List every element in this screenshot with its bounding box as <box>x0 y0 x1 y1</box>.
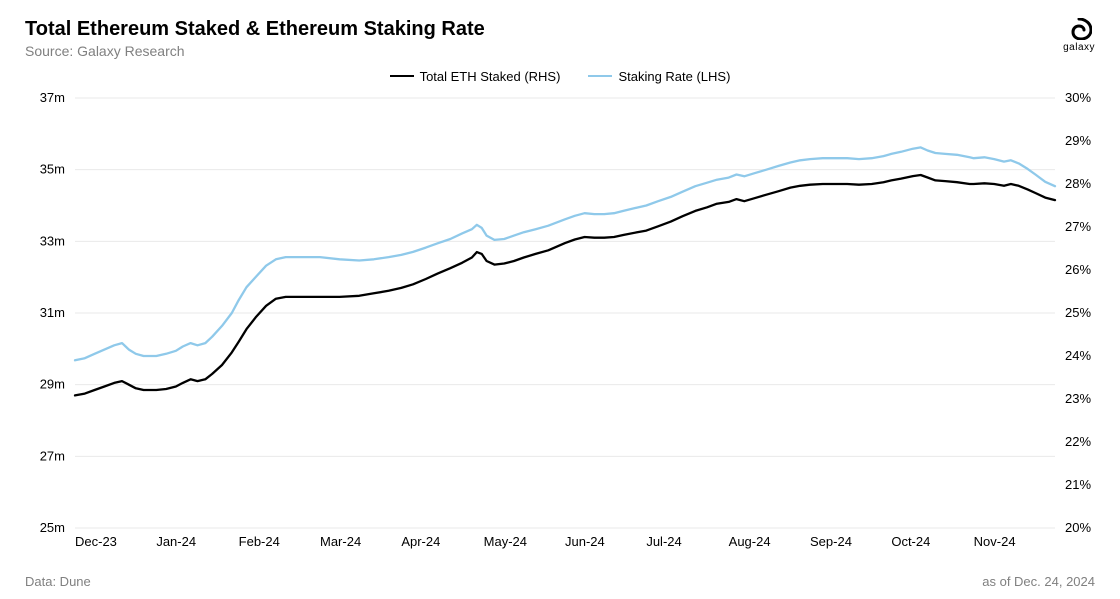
svg-text:29m: 29m <box>40 376 65 391</box>
legend-swatch <box>390 75 414 77</box>
svg-text:31m: 31m <box>40 305 65 320</box>
svg-text:Oct-24: Oct-24 <box>891 534 930 549</box>
legend-swatch <box>588 75 612 77</box>
svg-text:May-24: May-24 <box>484 534 527 549</box>
svg-text:26%: 26% <box>1065 262 1091 277</box>
svg-text:Jun-24: Jun-24 <box>565 534 605 549</box>
svg-text:25%: 25% <box>1065 305 1091 320</box>
svg-text:24%: 24% <box>1065 348 1091 363</box>
svg-text:37m: 37m <box>40 90 65 105</box>
chart-title: Total Ethereum Staked & Ethereum Staking… <box>25 18 485 41</box>
svg-text:33m: 33m <box>40 233 65 248</box>
chart-container: Total Ethereum Staked & Ethereum Staking… <box>0 0 1120 599</box>
svg-text:29%: 29% <box>1065 133 1091 148</box>
legend-label: Total ETH Staked (RHS) <box>420 69 561 84</box>
svg-text:Dec-23: Dec-23 <box>75 534 117 549</box>
svg-text:22%: 22% <box>1065 434 1091 449</box>
svg-text:28%: 28% <box>1065 176 1091 191</box>
legend-item: Staking Rate (LHS) <box>588 69 730 84</box>
svg-text:Feb-24: Feb-24 <box>239 534 280 549</box>
svg-text:Aug-24: Aug-24 <box>729 534 771 549</box>
legend-item: Total ETH Staked (RHS) <box>390 69 561 84</box>
svg-text:27m: 27m <box>40 448 65 463</box>
chart-plot-area: 25m 27m 29m 31m 33m 35m 37m 20% 21% 22% 23% 24% 25% 2… <box>25 88 1095 563</box>
svg-text:Sep-24: Sep-24 <box>810 534 852 549</box>
svg-text:20%: 20% <box>1065 520 1091 535</box>
line-chart-svg: 25m 27m 29m 31m 33m 35m 37m 20% 21% 22% 23% 24% 25% 2… <box>25 88 1095 558</box>
svg-text:Jul-24: Jul-24 <box>646 534 681 549</box>
footer: Data: Dune as of Dec. 24, 2024 <box>25 574 1095 589</box>
header: Total Ethereum Staked & Ethereum Staking… <box>25 18 1095 59</box>
svg-text:35m: 35m <box>40 161 65 176</box>
as-of-label: as of Dec. 24, 2024 <box>982 574 1095 589</box>
svg-text:23%: 23% <box>1065 391 1091 406</box>
legend-label: Staking Rate (LHS) <box>618 69 730 84</box>
brand-logo: galaxy <box>1063 18 1095 53</box>
galaxy-logo-icon <box>1066 18 1092 40</box>
brand-name: galaxy <box>1063 42 1095 53</box>
svg-text:Apr-24: Apr-24 <box>401 534 440 549</box>
svg-text:30%: 30% <box>1065 90 1091 105</box>
svg-text:27%: 27% <box>1065 219 1091 234</box>
svg-text:Jan-24: Jan-24 <box>156 534 196 549</box>
svg-text:21%: 21% <box>1065 477 1091 492</box>
svg-text:Nov-24: Nov-24 <box>974 534 1016 549</box>
title-block: Total Ethereum Staked & Ethereum Staking… <box>25 18 485 59</box>
svg-text:Mar-24: Mar-24 <box>320 534 361 549</box>
legend: Total ETH Staked (RHS) Staking Rate (LHS) <box>25 65 1095 84</box>
data-source-label: Data: Dune <box>25 574 91 589</box>
svg-text:25m: 25m <box>40 520 65 535</box>
chart-subtitle: Source: Galaxy Research <box>25 43 485 59</box>
